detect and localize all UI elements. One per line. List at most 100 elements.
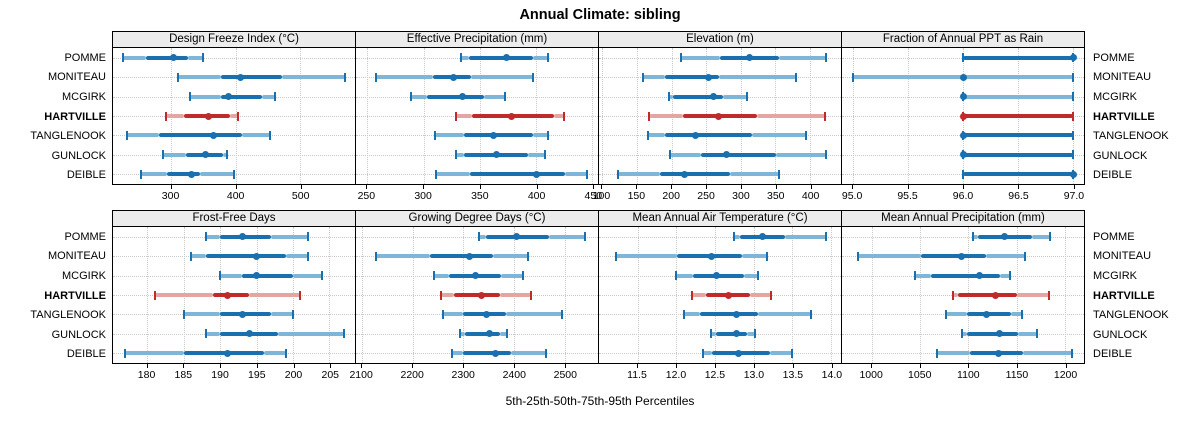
whisker-75-95 bbox=[749, 293, 772, 297]
whisker-cap bbox=[757, 271, 760, 281]
axis-tick-label: 95.0 bbox=[841, 190, 863, 202]
whisker-cap bbox=[273, 92, 276, 102]
panel-header: Frost-Free Days bbox=[112, 210, 356, 227]
median-dot bbox=[225, 93, 232, 101]
whisker-75-95 bbox=[742, 254, 767, 259]
whisker-5-25 bbox=[140, 172, 168, 177]
whisker-cap bbox=[450, 348, 453, 358]
axis-tick bbox=[1018, 185, 1020, 189]
median-dot bbox=[959, 112, 967, 120]
axis-tick bbox=[601, 185, 603, 189]
whisker-75-95 bbox=[187, 55, 204, 60]
whisker-cap bbox=[795, 72, 798, 82]
axis-tick bbox=[907, 185, 909, 189]
whisker-75-95 bbox=[565, 172, 587, 177]
whisker-75-95 bbox=[723, 94, 747, 99]
whisker-5-25 bbox=[460, 55, 469, 60]
axis-tick-label: 250 bbox=[697, 190, 715, 202]
axis-tick bbox=[740, 185, 742, 189]
iqr-bar-25-75 bbox=[967, 331, 1019, 336]
panel-row-1: POMME MONITEAU MCGIRK HARTVILLE TANGLENOOK GU… bbox=[0, 31, 1200, 205]
axis-tick-label: 2500 bbox=[553, 369, 577, 381]
site-label: MONITEAU bbox=[47, 71, 106, 84]
axis-tick-label: 13.0 bbox=[743, 369, 765, 381]
axis-tick bbox=[1016, 364, 1018, 368]
panel-plot bbox=[598, 48, 842, 185]
site-labels-left: POMME MONITEAU MCGIRK HARTVILLE TANGLENOOK GU… bbox=[0, 210, 112, 384]
whisker-5-25 bbox=[183, 312, 221, 317]
axis-tick bbox=[792, 364, 794, 368]
whisker-5-25 bbox=[680, 55, 720, 60]
whisker-5-25 bbox=[937, 351, 971, 356]
whisker-cap bbox=[1072, 130, 1074, 140]
panel-header: Mean Annual Air Temperature (°C) bbox=[598, 210, 842, 227]
whisker-cap bbox=[1024, 251, 1027, 261]
median-dot bbox=[169, 54, 177, 62]
median-dot bbox=[238, 310, 246, 318]
panel-row-2: POMME MONITEAU MCGIRK HARTVILLE TANGLENOOK GU… bbox=[0, 210, 1200, 384]
axis-tick-label: 200 bbox=[284, 369, 303, 381]
iqr-bar-25-75 bbox=[426, 94, 485, 99]
median-dot bbox=[708, 252, 716, 260]
whisker-cap bbox=[617, 169, 620, 179]
median-dot bbox=[253, 272, 261, 280]
axis-tick bbox=[810, 185, 812, 189]
axis-spacer bbox=[1085, 185, 1200, 205]
whisker-cap bbox=[547, 130, 550, 140]
whisker-5-25 bbox=[618, 172, 660, 177]
whisker-75-95 bbox=[549, 234, 586, 239]
whisker-5-25 bbox=[127, 133, 160, 138]
whisker-cap bbox=[809, 309, 812, 319]
site-label: GUNLOCK bbox=[51, 149, 106, 162]
median-dot bbox=[238, 233, 246, 241]
whisker-5-25 bbox=[853, 75, 963, 80]
panel-plot bbox=[841, 48, 1085, 185]
panel-axis: 1000 1050 1100 1150 1200 bbox=[841, 364, 1085, 384]
axis-tick bbox=[919, 364, 921, 368]
axis-tick-label: 96.5 bbox=[1008, 190, 1029, 202]
whisker-cap bbox=[164, 111, 167, 121]
median-dot bbox=[493, 151, 501, 159]
iqr-bar-25-75 bbox=[430, 254, 493, 259]
median-dot bbox=[713, 272, 721, 280]
axis-tick bbox=[479, 185, 481, 189]
whisker-cap bbox=[182, 309, 185, 319]
site-labels: POMME MONITEAU MCGIRK HARTVILLE TANGLENOOK GU… bbox=[0, 48, 112, 185]
site-label: MONITEAU bbox=[1093, 71, 1152, 84]
whisker-cap bbox=[505, 329, 508, 339]
whisker-5-25 bbox=[433, 273, 449, 278]
whisker-cap bbox=[563, 111, 566, 121]
axis-tick-label: 13.5 bbox=[782, 369, 804, 381]
whisker-5-25 bbox=[460, 331, 465, 336]
axis-tick-label: 400 bbox=[226, 190, 245, 202]
whisker-75-95 bbox=[1018, 331, 1037, 336]
whisker-cap bbox=[825, 232, 828, 242]
whisker-75-95 bbox=[510, 351, 547, 356]
panel-axis: 180 185 190 195 200 205 bbox=[112, 364, 356, 384]
whisker-cap bbox=[531, 72, 534, 82]
whisker-cap bbox=[442, 309, 445, 319]
iqr-bar-25-75 bbox=[700, 152, 776, 157]
iqr-bar-25-75 bbox=[664, 75, 719, 80]
iqr-bar-25-75 bbox=[212, 293, 250, 297]
axis-tick bbox=[871, 364, 873, 368]
whisker-cap bbox=[825, 53, 828, 63]
whisker-5-25 bbox=[952, 293, 958, 297]
whisker-cap bbox=[972, 232, 975, 242]
whisker-cap bbox=[824, 111, 827, 121]
whisker-cap bbox=[951, 290, 954, 300]
axis-tick bbox=[514, 364, 516, 368]
panel: Mean Annual Air Temperature (°C) 11.5 12.0… bbox=[598, 210, 842, 384]
axis-tick-label: 150 bbox=[627, 190, 646, 202]
axis-tick-label: 2200 bbox=[400, 369, 424, 381]
whisker-cap bbox=[647, 130, 650, 140]
whisker-5-25 bbox=[961, 331, 968, 336]
whisker-5-25 bbox=[451, 351, 464, 356]
median-dot bbox=[734, 349, 742, 357]
panel-header: Design Freeze Index (°C) bbox=[112, 31, 356, 48]
whisker-cap bbox=[1021, 309, 1024, 319]
panel-plot bbox=[598, 227, 842, 364]
axis-tick-label: 1150 bbox=[1005, 369, 1029, 381]
iqr-bar-25-75 bbox=[453, 293, 500, 297]
iqr-bar-25-75 bbox=[672, 94, 724, 99]
